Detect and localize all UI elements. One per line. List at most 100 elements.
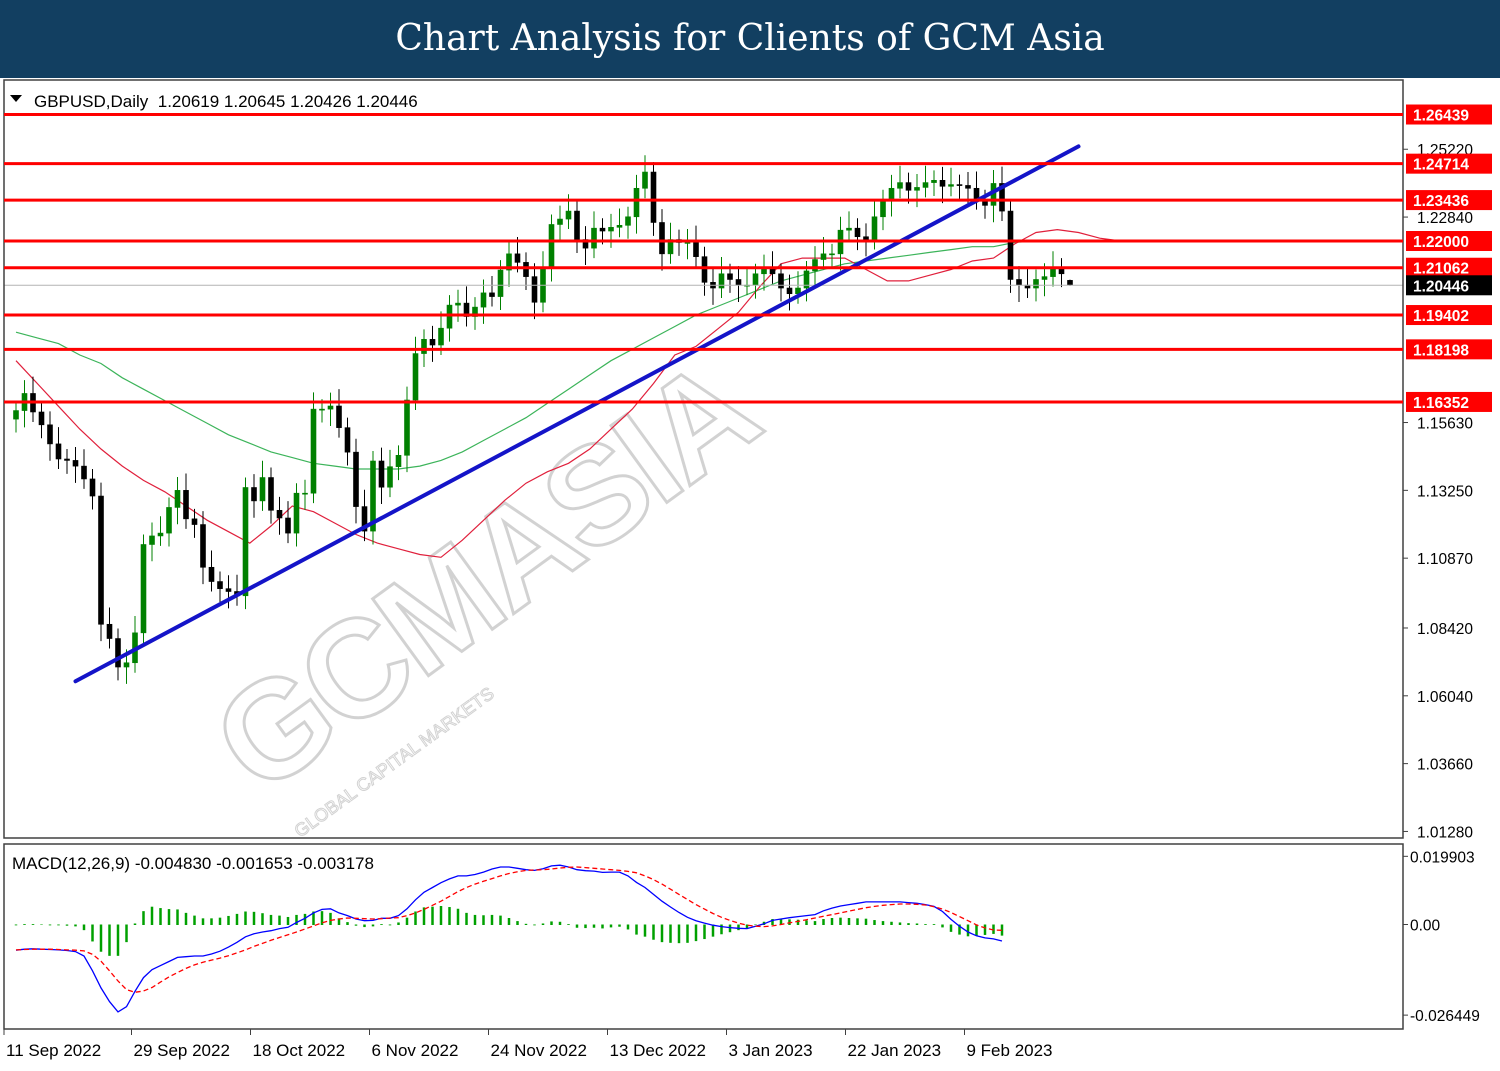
candle-body: [625, 216, 631, 226]
price-tick-label: 1.08420: [1417, 621, 1473, 638]
candle-body: [778, 273, 784, 289]
price-tick-label: 1.22840: [1417, 210, 1473, 227]
level-tag: [1406, 153, 1492, 174]
candle-body: [200, 524, 206, 568]
candle-body: [81, 465, 87, 480]
candle-body: [166, 507, 172, 534]
candle-body: [829, 253, 835, 256]
fast-moving-average-line: [15, 228, 1122, 558]
candle-body: [557, 218, 563, 225]
candle-body: [64, 458, 70, 461]
macd-plot[interactable]: [14, 864, 1004, 1013]
candle-body: [871, 216, 878, 240]
candle-body: [905, 182, 912, 191]
candle-body: [854, 227, 861, 238]
candle-body: [888, 187, 895, 200]
candle-body: [387, 466, 393, 488]
ascending-trend-line: [73, 144, 1081, 684]
header-banner: Chart Analysis for Clients of GCM Asia: [0, 0, 1500, 78]
symbol-ohlc-info: GBPUSD,Daily 1.20619 1.20645 1.20426 1.2…: [34, 92, 418, 111]
macd-tick-label: 0.00: [1410, 918, 1441, 935]
macd-tick-label: 0.019903: [1410, 849, 1475, 866]
candle-body: [616, 225, 623, 228]
candle-body: [47, 424, 53, 445]
date-tick-label: 9 Feb 2023: [967, 1041, 1053, 1060]
candle-body: [259, 477, 266, 502]
candle-body: [659, 222, 665, 255]
candle-body: [701, 256, 708, 283]
candle-body: [55, 443, 62, 460]
candle-body: [251, 487, 257, 502]
date-tick-label: 13 Dec 2022: [610, 1041, 706, 1060]
candle-body: [752, 273, 759, 286]
candle-body: [217, 581, 223, 589]
candle-body: [786, 287, 793, 295]
candle-body: [931, 180, 937, 183]
price-tick-label: 1.15630: [1417, 416, 1473, 433]
price-tick-label: 1.13250: [1417, 483, 1473, 500]
level-tag-label: 1.24714: [1413, 157, 1469, 174]
level-tag: [1406, 339, 1492, 360]
candle-body: [999, 183, 1005, 212]
candle-body: [183, 490, 189, 520]
candle-body: [140, 544, 147, 634]
candle-body: [922, 182, 929, 188]
candle-body: [489, 292, 495, 297]
macd-tick-label: -0.026449: [1410, 1008, 1480, 1025]
candle-body: [123, 662, 130, 668]
triangle-down-icon[interactable]: [10, 95, 22, 102]
candle-body: [268, 477, 274, 511]
price-panel-frame: [3, 79, 1404, 839]
level-tag: [1406, 257, 1492, 278]
level-tag: [1406, 391, 1492, 412]
price-tick-label: 1.01280: [1417, 824, 1473, 841]
price-axis: 1.252201.228401.156301.132501.108701.084…: [1403, 142, 1473, 841]
chart-background: [0, 78, 1500, 1071]
candle-body: [438, 327, 444, 346]
candle-body: [880, 199, 886, 218]
candle-body: [336, 405, 342, 428]
candle-body: [812, 259, 818, 272]
level-tag-label: 1.19402: [1413, 308, 1469, 325]
candle-body: [965, 185, 971, 189]
macd-panel-frame: [3, 843, 1404, 1030]
candle-body: [1041, 276, 1048, 280]
candle-body: [531, 276, 538, 303]
candle-body: [684, 242, 691, 244]
level-tag: [1406, 104, 1492, 125]
price-tick-label: 1.10870: [1417, 551, 1473, 568]
candle-body: [319, 408, 325, 411]
candle-body: [421, 339, 427, 354]
candle-body: [429, 339, 436, 346]
candle-body: [727, 273, 733, 280]
date-tick-label: 6 Nov 2022: [372, 1041, 459, 1060]
date-tick-label: 22 Jan 2023: [848, 1041, 942, 1060]
macd-axis: 0.019903 0.00 -0.026449: [1403, 849, 1480, 1025]
candle-body: [1050, 267, 1056, 277]
date-tick-label: 24 Nov 2022: [491, 1041, 587, 1060]
candle-body: [565, 210, 572, 220]
candle-body: [633, 187, 640, 218]
macd-info: MACD(12,26,9) -0.004830 -0.001653 -0.003…: [12, 854, 374, 873]
candle-body: [608, 227, 614, 232]
candle-body: [455, 302, 461, 306]
candle-body: [327, 405, 334, 410]
candle-body: [174, 490, 181, 508]
date-tick-label: 11 Sep 2022: [6, 1041, 101, 1060]
level-tag-label: 1.22000: [1413, 234, 1469, 251]
level-tag-label: 1.16352: [1413, 395, 1469, 412]
candle-body: [506, 253, 512, 271]
macd-signal-line: [15, 866, 1003, 993]
horizontal-levels: 1.26439 1.24714 1.23436 1.22000 1.21062 1.194…: [4, 104, 1492, 412]
candle-body: [404, 399, 410, 456]
level-tag: [1406, 231, 1492, 252]
current-price-tag: [1406, 275, 1492, 296]
candle-body: [591, 227, 597, 249]
candle-body: [863, 236, 869, 240]
candle-body: [106, 623, 113, 639]
candle-body: [1067, 280, 1073, 286]
level-tag: [1406, 305, 1492, 326]
candle-body: [939, 180, 946, 187]
candle-body: [98, 495, 104, 625]
